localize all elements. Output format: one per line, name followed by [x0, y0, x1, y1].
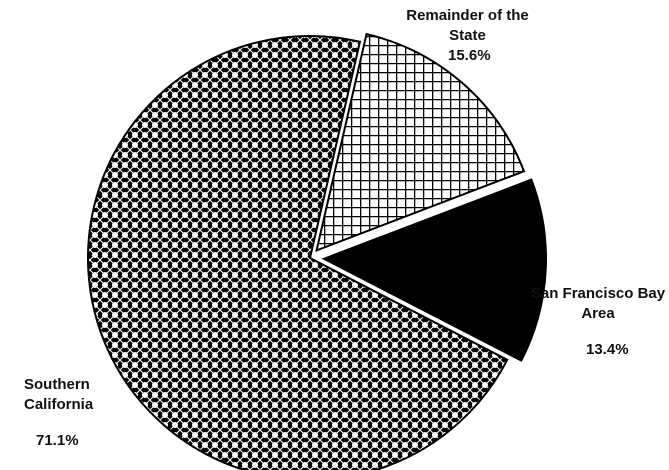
- slice-label: Remainder of the State: [406, 7, 529, 44]
- value-label: 13.4%: [586, 341, 629, 358]
- pie-slice: [87, 35, 509, 470]
- slice-label: Southern California: [24, 376, 94, 413]
- value-label: 71.1%: [36, 432, 79, 449]
- pie-slice: [321, 178, 547, 362]
- pie-slice: [315, 32, 526, 253]
- value-label: 15.6%: [448, 47, 491, 64]
- slice-label: San Francisco Bay Area: [530, 285, 666, 322]
